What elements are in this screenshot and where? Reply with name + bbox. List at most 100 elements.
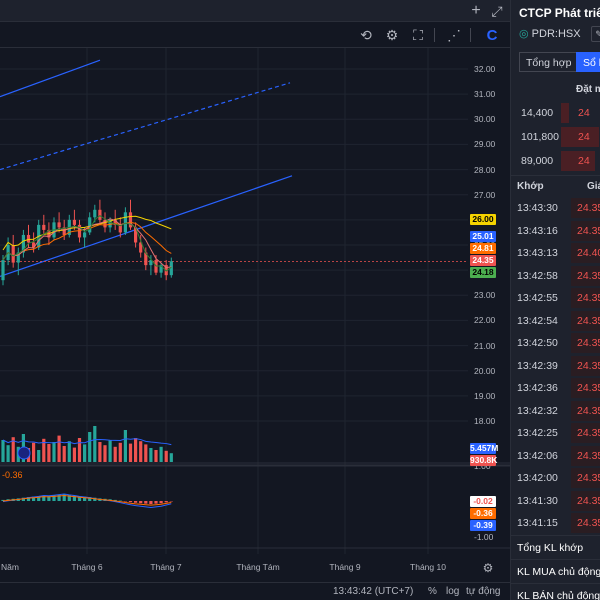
trade-row[interactable]: 13:42:25 24.35 — [511, 422, 600, 445]
trade-row[interactable]: 13:42:39 24.35 — [511, 355, 600, 378]
volume-bar — [98, 442, 102, 462]
candle-body — [108, 219, 112, 228]
ticker-row[interactable]: ◎ PDR:HSX — [519, 27, 581, 40]
order-book-row[interactable]: 14,400 24 — [511, 102, 600, 124]
order-price: 24 — [578, 131, 590, 143]
volume-bar — [154, 450, 158, 462]
chart-canvas[interactable]: -0.36 — [0, 48, 510, 554]
macd-histogram-bar — [164, 501, 168, 503]
time-axis-label: Tháng 6 — [71, 562, 103, 572]
trade-price: 24.35 — [577, 404, 600, 417]
trade-row[interactable]: 13:42:58 24.35 — [511, 265, 600, 288]
volume-bar — [93, 426, 97, 462]
time-axis[interactable]: Năm Tháng 6 Tháng 7 Tháng Tám Tháng 9 Tháng 1… — [0, 554, 510, 582]
trade-price: 24.35 — [577, 449, 600, 462]
share-icon[interactable]: ⋰ — [447, 26, 461, 43]
volume-bar — [37, 450, 41, 462]
macd-histogram-bar — [88, 497, 92, 501]
macd-histogram-bar — [83, 496, 87, 501]
macd-histogram-bar — [154, 501, 158, 504]
volume-bar — [149, 448, 153, 462]
candle-body — [32, 242, 36, 248]
trade-row[interactable]: 13:43:30 24.35 — [511, 197, 600, 220]
gear-icon[interactable]: ⚙ — [385, 26, 399, 43]
trade-price: 24.35 — [577, 292, 600, 304]
trade-price-cell — [571, 445, 600, 466]
settings-gear-icon[interactable]: ⚙ — [482, 561, 494, 575]
trade-time: 13:42:00 — [517, 472, 558, 484]
price-axis-label: 21.00 — [474, 340, 496, 351]
candle-body — [144, 252, 148, 266]
summary-sell-volume: KL BÁN chủ động — [511, 583, 600, 600]
trade-row[interactable]: 13:43:13 24.40 — [511, 242, 600, 265]
macd-histogram-bar — [21, 497, 25, 501]
edit-icon[interactable]: ✎ — [591, 26, 600, 42]
trade-time: 13:42:25 — [517, 427, 558, 439]
trade-row[interactable]: 13:43:16 24.35 — [511, 220, 600, 243]
trade-row[interactable]: 13:42:00 24.35 — [511, 467, 600, 490]
logo-icon[interactable]: C — [486, 26, 498, 44]
volume-bar — [113, 446, 117, 462]
trade-row[interactable]: 13:41:30 24.35 — [511, 490, 600, 513]
trade-row[interactable]: 13:41:15 24.35 — [511, 512, 600, 533]
volume-bar — [1, 440, 5, 462]
price-axis-label: 27.00 — [474, 189, 496, 200]
macd-tag: -0.39 — [470, 520, 496, 531]
toolbar-divider — [470, 28, 471, 42]
trade-row[interactable]: 13:42:54 24.35 — [511, 310, 600, 333]
price-tag: 26.00 — [470, 214, 496, 225]
percent-toggle[interactable]: % — [428, 586, 437, 597]
trade-price-cell — [571, 400, 600, 421]
trade-time: 13:42:55 — [517, 292, 558, 304]
auto-toggle[interactable]: tự động — [466, 586, 501, 597]
candle-body — [123, 212, 127, 233]
volume-bar — [169, 453, 173, 462]
trade-price-cell — [571, 243, 600, 263]
candle-body — [1, 260, 5, 281]
trade-time: 13:43:16 — [517, 224, 558, 237]
trades-list[interactable]: 13:43:3024.3513:43:1624.3513:43:1324.401… — [511, 197, 600, 533]
candle-body — [134, 227, 138, 243]
chart-panel[interactable]: + ⤢ ⟲ ⚙ ⛶ ⋰ C -0.36 32.00 31.00 30.00 29.00… — [0, 0, 510, 600]
trend-line-dashed — [0, 82, 291, 171]
macd-histogram-bar — [62, 494, 66, 501]
summary-total-volume: Tổng KL khớp — [511, 535, 600, 559]
candle-body — [98, 209, 102, 220]
macd-value-label: -0.36 — [2, 470, 23, 480]
candle-body — [149, 260, 153, 266]
trade-time: 13:41:15 — [517, 517, 558, 529]
clock-readout: 13:43:42 (UTC+7) — [333, 586, 414, 597]
trade-row[interactable]: 13:42:32 24.35 — [511, 400, 600, 423]
expand-icon[interactable]: ⤢ — [491, 2, 503, 19]
trade-row[interactable]: 13:42:06 24.35 — [511, 445, 600, 468]
macd-tag: -0.02 — [470, 496, 496, 507]
trade-row[interactable]: 13:42:36 24.35 — [511, 377, 600, 400]
trade-price: 24.35 — [577, 337, 600, 349]
candle-body — [128, 212, 133, 228]
volume-bar — [57, 435, 61, 462]
volume-bar — [108, 440, 112, 462]
candle-body — [164, 265, 168, 276]
trade-time: 13:41:30 — [517, 494, 558, 507]
fullscreen-icon[interactable]: ⛶ — [413, 26, 423, 43]
price-axis-label: 32.00 — [474, 64, 496, 74]
log-toggle[interactable]: log — [446, 586, 460, 597]
replay-icon[interactable]: ⟲ — [360, 26, 372, 43]
time-axis-label: Tháng 10 — [410, 562, 446, 572]
plus-icon[interactable]: + — [471, 2, 481, 19]
tab-order-book[interactable]: Sổ lệ — [576, 52, 600, 72]
order-book-row[interactable]: 101,800 24 — [511, 126, 600, 148]
volume-bar — [164, 450, 168, 462]
volume-bar — [88, 432, 92, 462]
order-book-row[interactable]: 89,000 24 — [511, 150, 600, 172]
candle-body — [118, 224, 122, 233]
trade-row[interactable]: 13:42:55 24.35 — [511, 287, 600, 310]
volume-average-line — [2, 438, 172, 446]
tab-summary[interactable]: Tổng hợp — [519, 52, 579, 72]
macd-histogram-bar — [32, 496, 36, 501]
candle-body — [169, 261, 173, 276]
trade-row[interactable]: 13:42:50 24.35 — [511, 332, 600, 355]
candle-body — [159, 265, 163, 273]
trade-time: 13:43:30 — [517, 202, 558, 214]
